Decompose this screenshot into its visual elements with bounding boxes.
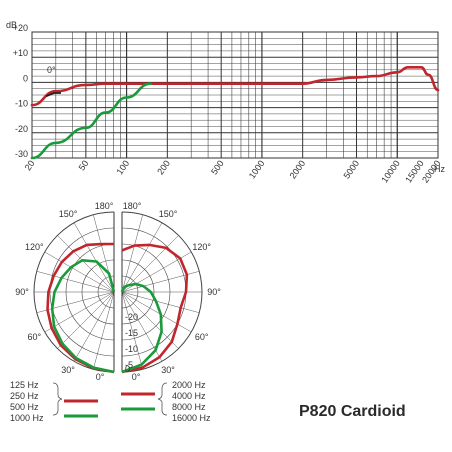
legend-left-item-2: 250 Hz xyxy=(10,391,39,401)
polar-angle-label: 120° xyxy=(192,242,211,252)
polar-labels: 180° 180° 150° 150° 120° 120° 90° 90° 60° 60° 30° 3… xyxy=(15,201,221,382)
polar-left-green xyxy=(50,259,116,374)
x-tick-label: 20 xyxy=(23,158,37,172)
polar-spoke xyxy=(36,271,115,293)
polar-spoke xyxy=(57,291,115,349)
x-tick-label: 1000 xyxy=(247,158,267,180)
response-curve-green xyxy=(30,82,152,160)
x-axis-unit-label: Hz xyxy=(434,164,445,174)
x-tick-label: 5000 xyxy=(341,158,361,180)
polar-angle-label: 0° xyxy=(132,372,141,382)
polar-left-red xyxy=(46,242,115,374)
frequency-response-grid xyxy=(31,31,439,159)
y-tick-label: -30 xyxy=(15,149,28,159)
polar-spoke xyxy=(121,222,163,293)
polar-right-green xyxy=(120,282,163,374)
polar-spoke xyxy=(121,291,200,313)
polar-spoke xyxy=(121,214,143,293)
polar-spoke xyxy=(93,291,115,370)
legend-right-item-2: 4000 Hz xyxy=(172,391,206,401)
legend-left-item-3: 500 Hz xyxy=(10,402,39,412)
legend-right-item-3: 8000 Hz xyxy=(172,402,206,412)
polar-spoke xyxy=(44,291,115,333)
polar-angle-label: 90° xyxy=(207,287,221,297)
polar-spoke xyxy=(121,291,192,333)
polar-spoke xyxy=(36,291,115,313)
y-tick-label: -10 xyxy=(15,99,28,109)
polar-spoke xyxy=(73,291,115,362)
polar-spoke xyxy=(121,291,179,349)
x-tick-label: 500 xyxy=(209,158,226,176)
polar-angle-label: 120° xyxy=(25,242,44,252)
polar-angle-label: 90° xyxy=(15,287,29,297)
polar-angle-label: 0° xyxy=(96,372,105,382)
polar-series xyxy=(46,242,189,374)
y-tick-label: -20 xyxy=(15,124,28,134)
polar-radial-label: 0 xyxy=(125,364,130,374)
frequency-response-series xyxy=(30,66,440,160)
polar-angle-label: 180° xyxy=(123,201,142,211)
polar-spoke xyxy=(73,222,115,293)
polar-angle-label: 60° xyxy=(28,332,42,342)
polar-radial-label: -15 xyxy=(125,328,138,338)
legend: 125 Hz 250 Hz 500 Hz 1000 Hz 2000 Hz 400… xyxy=(10,380,211,423)
legend-right-brace xyxy=(157,382,168,416)
polar-spoke xyxy=(121,291,143,370)
polar-radial-label: -5 xyxy=(125,360,133,370)
x-tick-label: 50 xyxy=(77,158,91,172)
polar-angle-label: 60° xyxy=(195,332,209,342)
legend-right-item-4: 16000 Hz xyxy=(172,413,211,423)
x-tick-label: 10000 xyxy=(379,158,402,184)
polar-spoke xyxy=(44,251,115,293)
frequency-response-y-labels: +20 +10 0 -10 -20 -30 xyxy=(13,23,28,159)
polar-angle-label: 30° xyxy=(161,365,175,375)
polar-radial-label: -10 xyxy=(125,344,138,354)
polar-radial-label: -20 xyxy=(125,312,138,322)
response-curve-red xyxy=(30,66,440,107)
legend-left-item-1: 125 Hz xyxy=(10,380,39,390)
x-tick-label: 100 xyxy=(114,158,131,176)
plot-border xyxy=(31,31,439,159)
polar-grid xyxy=(33,211,203,373)
y-tick-label: +10 xyxy=(13,48,28,58)
angle-annotation: 0° xyxy=(47,65,56,75)
polar-angle-label: 150° xyxy=(59,209,78,219)
polar-spoke xyxy=(121,235,179,293)
polar-spoke xyxy=(57,235,115,293)
y-tick-label: 0 xyxy=(23,73,28,83)
reference-mark xyxy=(45,92,61,98)
y-axis-unit-label: dB xyxy=(6,20,17,30)
legend-left-brace xyxy=(52,382,63,416)
x-tick-label: 2000 xyxy=(288,158,308,180)
x-tick-label: 200 xyxy=(155,158,172,176)
y-tick-label: +20 xyxy=(13,23,28,33)
model-label: P820 Cardioid xyxy=(299,403,406,420)
polar-right-red xyxy=(121,243,189,374)
polar-angle-label: 30° xyxy=(61,365,75,375)
legend-left-item-4: 1000 Hz xyxy=(10,413,44,423)
legend-right-item-1: 2000 Hz xyxy=(172,380,206,390)
polar-angle-label: 180° xyxy=(95,201,114,211)
polar-angle-label: 150° xyxy=(159,209,178,219)
